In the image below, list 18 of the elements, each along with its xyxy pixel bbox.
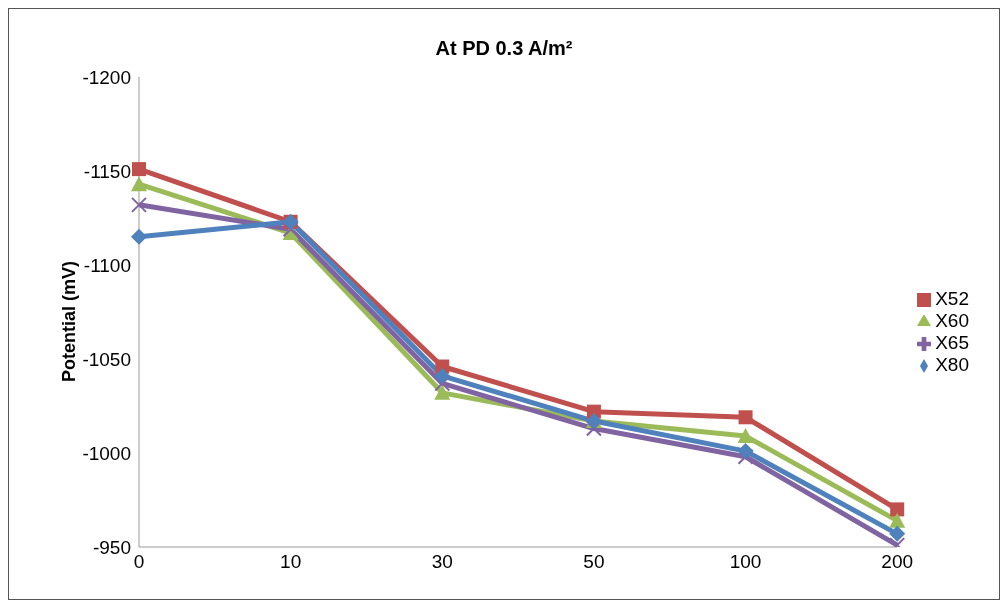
y-tick-label: -1100 [83,254,131,276]
y-axis-title: Potential (mV) [59,260,80,382]
y-tick-label: -1200 [82,66,131,88]
x-tick-label: 30 [431,551,453,573]
legend-label: X80 [935,354,969,375]
legend-label: X65 [935,332,969,353]
x-tick-label: 10 [280,551,302,573]
y-tick-label: -1000 [82,442,131,464]
chart-title: At PD 0.3 A/m² [434,37,574,61]
y-tick-label: -1150 [83,160,131,182]
legend-label: X52 [935,288,969,309]
y-tick-label: -950 [92,536,131,558]
x-tick-label: 0 [133,551,145,573]
x-tick-label: 200 [881,551,914,573]
x-tick-label: 50 [583,551,605,573]
y-tick-label: -1050 [82,348,131,370]
x-tick-label: 100 [729,551,762,573]
legend-label: X60 [935,310,969,331]
